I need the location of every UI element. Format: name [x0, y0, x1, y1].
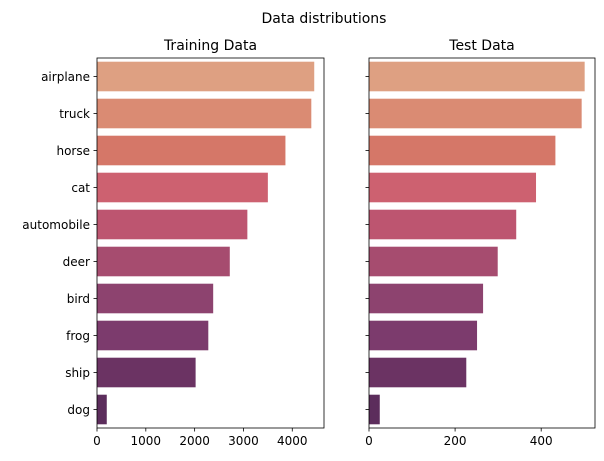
test-bar-cat [369, 172, 537, 203]
training-ytick-label-ship: ship [65, 366, 90, 380]
training-bar-horse [97, 135, 286, 166]
training-bar-automobile [97, 209, 248, 240]
training-ytick-label-dog: dog [67, 403, 90, 417]
training-bar-dog [97, 394, 107, 425]
training-ytick-label-truck: truck [59, 107, 90, 121]
training-bar-airplane [97, 61, 315, 92]
test-data-panel: Test Data 0 200 400 [365, 38, 596, 448]
figure-title: Data distributions [262, 11, 387, 27]
test-xtick-label-200: 200 [444, 434, 467, 448]
test-bar-frog [369, 320, 478, 351]
test-bar-ship [369, 357, 467, 388]
training-data-panel: Training Data airplane truck horse cat autom… [22, 38, 325, 448]
training-xtick-label-0: 0 [93, 434, 101, 448]
test-axes-frame [368, 57, 596, 429]
test-bar-truck [369, 98, 582, 129]
test-xtick-label-0: 0 [365, 434, 373, 448]
training-axes-frame [96, 57, 325, 429]
training-data-title: Training Data [163, 38, 257, 54]
test-data-title: Test Data [448, 38, 514, 54]
training-ytick-label-horse: horse [56, 144, 90, 158]
training-bar-ship [97, 357, 196, 388]
training-bar-frog [97, 320, 209, 351]
training-bar-truck [97, 98, 312, 129]
test-bar-bird [369, 283, 484, 314]
training-xtick-label-2000: 2000 [179, 434, 210, 448]
test-xtick-label-400: 400 [530, 434, 553, 448]
training-xtick-label-3000: 3000 [228, 434, 259, 448]
test-bar-dog [369, 394, 380, 425]
training-ytick-label-cat: cat [71, 181, 90, 195]
training-ytick-label-airplane: airplane [41, 70, 90, 84]
test-bar-horse [369, 135, 556, 166]
training-ytick-label-frog: frog [66, 329, 90, 343]
training-ytick-label-deer: deer [63, 255, 90, 269]
training-bar-cat [97, 172, 268, 203]
test-bar-deer [369, 246, 498, 277]
test-bar-airplane [369, 61, 585, 92]
training-bar-bird [97, 283, 214, 314]
training-bar-deer [97, 246, 230, 277]
training-ytick-label-automobile: automobile [22, 218, 90, 232]
test-bar-automobile [369, 209, 517, 240]
training-ytick-label-bird: bird [67, 292, 90, 306]
training-xtick-label-4000: 4000 [277, 434, 308, 448]
training-xtick-label-1000: 1000 [131, 434, 162, 448]
